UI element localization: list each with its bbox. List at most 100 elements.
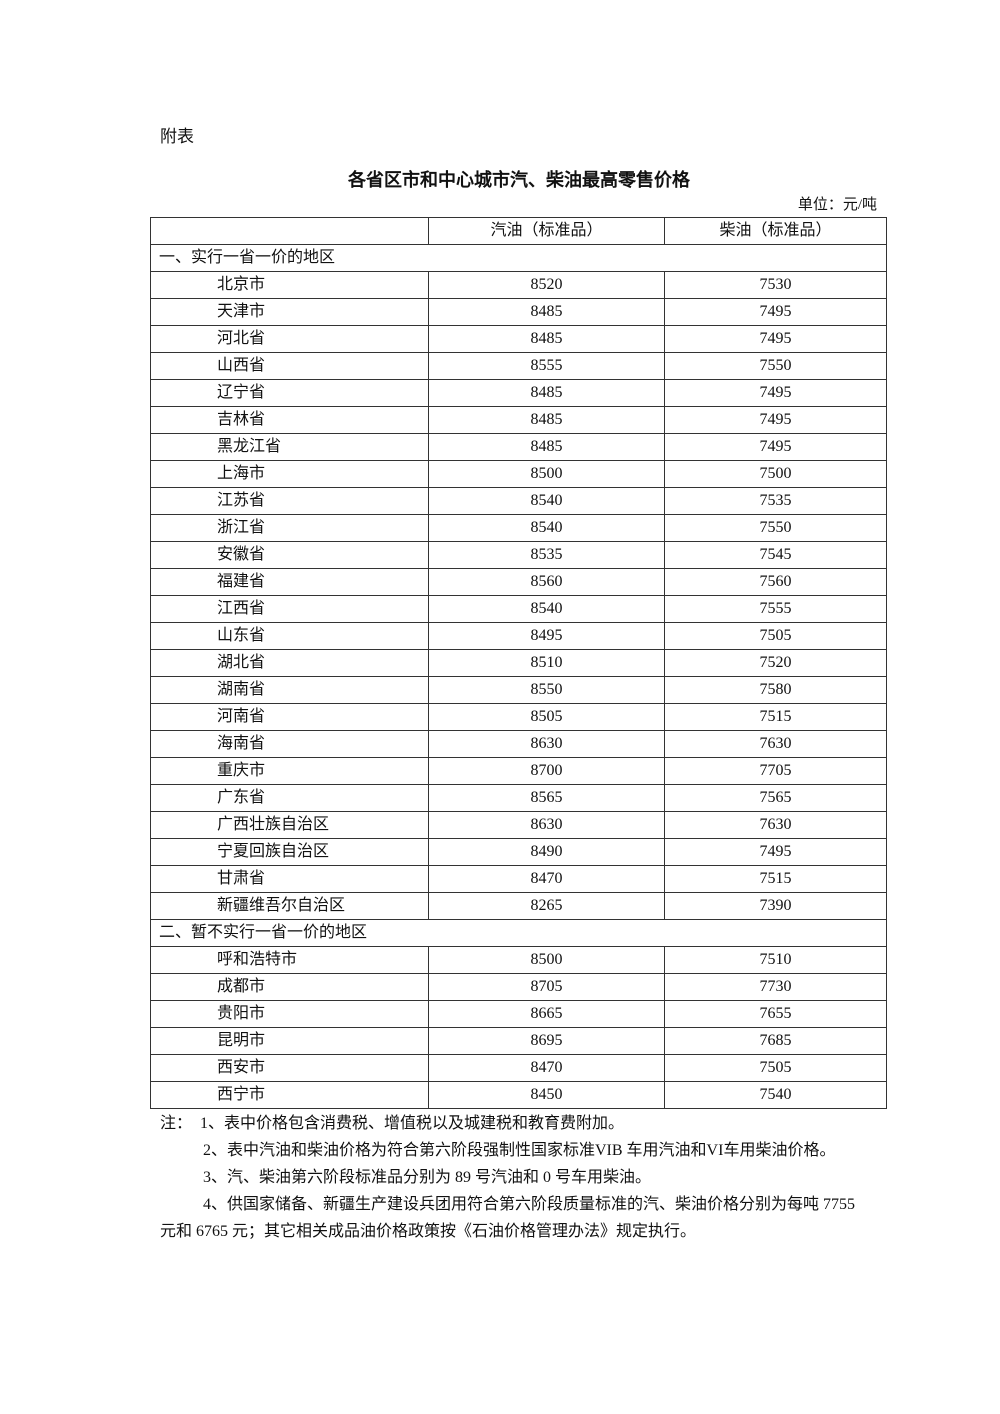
diesel-price-cell: 7495 xyxy=(664,325,887,353)
region-cell: 海南省 xyxy=(150,730,429,758)
region-cell: 江西省 xyxy=(150,595,429,623)
gasoline-price-cell: 8510 xyxy=(428,649,665,677)
diesel-price-cell: 7545 xyxy=(664,541,887,569)
diesel-price-cell: 7515 xyxy=(664,865,887,893)
region-cell: 贵阳市 xyxy=(150,1000,429,1028)
diesel-price-cell: 7535 xyxy=(664,487,887,515)
region-cell: 河北省 xyxy=(150,325,429,353)
region-cell: 辽宁省 xyxy=(150,379,429,407)
table-row: 湖南省 8550 7580 xyxy=(150,676,887,704)
header-gasoline: 汽油（标准品） xyxy=(428,217,665,245)
table-row: 江苏省 8540 7535 xyxy=(150,487,887,515)
diesel-price-cell: 7520 xyxy=(664,649,887,677)
section-row: 二、暂不实行一省一价的地区 xyxy=(150,919,887,947)
table-row: 安徽省 8535 7545 xyxy=(150,541,887,569)
table-row: 天津市 8485 7495 xyxy=(150,298,887,326)
gasoline-price-cell: 8470 xyxy=(428,1054,665,1082)
gasoline-price-cell: 8485 xyxy=(428,433,665,461)
table-row: 吉林省 8485 7495 xyxy=(150,406,887,434)
region-cell: 成都市 xyxy=(150,973,429,1001)
table-row: 北京市 8520 7530 xyxy=(150,271,887,299)
region-cell: 天津市 xyxy=(150,298,429,326)
diesel-price-cell: 7390 xyxy=(664,892,887,920)
table-row: 湖北省 8510 7520 xyxy=(150,649,887,677)
region-cell: 吉林省 xyxy=(150,406,429,434)
unit-label: 单位：元/吨 xyxy=(797,197,877,213)
table-row: 宁夏回族自治区 8490 7495 xyxy=(150,838,887,866)
region-cell: 重庆市 xyxy=(150,757,429,785)
gasoline-price-cell: 8535 xyxy=(428,541,665,569)
table-row: 成都市 8705 7730 xyxy=(150,973,887,1001)
gasoline-price-cell: 8500 xyxy=(428,460,665,488)
diesel-price-cell: 7540 xyxy=(664,1081,887,1109)
gasoline-price-cell: 8665 xyxy=(428,1000,665,1028)
table-row: 呼和浩特市 8500 7510 xyxy=(150,946,887,974)
diesel-price-cell: 7550 xyxy=(664,514,887,542)
table-row: 重庆市 8700 7705 xyxy=(150,757,887,785)
gasoline-price-cell: 8630 xyxy=(428,730,665,758)
region-cell: 福建省 xyxy=(150,568,429,596)
region-cell: 北京市 xyxy=(150,271,429,299)
region-cell: 安徽省 xyxy=(150,541,429,569)
note-1: 注： 1、表中价格包含消费税、增值税以及城建税和教育费附加。 xyxy=(160,1115,625,1132)
gasoline-price-cell: 8550 xyxy=(428,676,665,704)
header-diesel: 柴油（标准品） xyxy=(664,217,887,245)
gasoline-price-cell: 8540 xyxy=(428,514,665,542)
diesel-price-cell: 7495 xyxy=(664,298,887,326)
table-row: 新疆维吾尔自治区 8265 7390 xyxy=(150,892,887,920)
diesel-price-cell: 7550 xyxy=(664,352,887,380)
region-cell: 河南省 xyxy=(150,703,429,731)
price-table: 汽油（标准品） 柴油（标准品） 一、实行一省一价的地区 北京市 8520 7530 天津… xyxy=(150,217,887,1109)
table-row: 西宁市 8450 7540 xyxy=(150,1081,887,1109)
diesel-price-cell: 7500 xyxy=(664,460,887,488)
gasoline-price-cell: 8495 xyxy=(428,622,665,650)
diesel-price-cell: 7630 xyxy=(664,730,887,758)
diesel-price-cell: 7530 xyxy=(664,271,887,299)
table-row: 西安市 8470 7505 xyxy=(150,1054,887,1082)
gasoline-price-cell: 8450 xyxy=(428,1081,665,1109)
table-row: 山西省 8555 7550 xyxy=(150,352,887,380)
table-row: 贵阳市 8665 7655 xyxy=(150,1000,887,1028)
diesel-price-cell: 7495 xyxy=(664,838,887,866)
gasoline-price-cell: 8485 xyxy=(428,406,665,434)
table-row: 广东省 8565 7565 xyxy=(150,784,887,812)
diesel-price-cell: 7495 xyxy=(664,379,887,407)
gasoline-price-cell: 8485 xyxy=(428,298,665,326)
table-row: 山东省 8495 7505 xyxy=(150,622,887,650)
gasoline-price-cell: 8470 xyxy=(428,865,665,893)
region-cell: 新疆维吾尔自治区 xyxy=(150,892,429,920)
region-cell: 浙江省 xyxy=(150,514,429,542)
region-cell: 甘肃省 xyxy=(150,865,429,893)
region-cell: 山西省 xyxy=(150,352,429,380)
note-3: 3、汽、柴油第六阶段标准品分别为 89 号汽油和 0 号车用柴油。 xyxy=(203,1169,652,1186)
table-row: 昆明市 8695 7685 xyxy=(150,1027,887,1055)
gasoline-price-cell: 8630 xyxy=(428,811,665,839)
region-cell: 西宁市 xyxy=(150,1081,429,1109)
table-row: 上海市 8500 7500 xyxy=(150,460,887,488)
note-2: 2、表中汽油和柴油价格为符合第六阶段强制性国家标准VIB 车用汽油和VI车用柴油… xyxy=(203,1142,836,1159)
region-cell: 广西壮族自治区 xyxy=(150,811,429,839)
region-cell: 江苏省 xyxy=(150,487,429,515)
table-header-row: 汽油（标准品） 柴油（标准品） xyxy=(150,217,887,245)
diesel-price-cell: 7515 xyxy=(664,703,887,731)
page-title: 各省区市和中心城市汽、柴油最高零售价格 xyxy=(348,170,690,191)
table-row: 广西壮族自治区 8630 7630 xyxy=(150,811,887,839)
gasoline-price-cell: 8505 xyxy=(428,703,665,731)
region-cell: 山东省 xyxy=(150,622,429,650)
note-4: 4、供国家储备、新疆生产建设兵团用符合第六阶段质量标准的汽、柴油价格分别为每吨 … xyxy=(160,1196,856,1240)
notes: 注： 1、表中价格包含消费税、增值税以及城建税和教育费附加。 2、表中汽油和柴油… xyxy=(160,1110,870,1245)
table-row: 甘肃省 8470 7515 xyxy=(150,865,887,893)
region-cell: 呼和浩特市 xyxy=(150,946,429,974)
header-region xyxy=(150,217,429,245)
table-row: 浙江省 8540 7550 xyxy=(150,514,887,542)
diesel-price-cell: 7510 xyxy=(664,946,887,974)
diesel-price-cell: 7505 xyxy=(664,622,887,650)
region-cell: 黑龙江省 xyxy=(150,433,429,461)
gasoline-price-cell: 8485 xyxy=(428,325,665,353)
gasoline-price-cell: 8490 xyxy=(428,838,665,866)
diesel-price-cell: 7505 xyxy=(664,1054,887,1082)
section-label: 一、实行一省一价的地区 xyxy=(150,244,887,272)
region-cell: 宁夏回族自治区 xyxy=(150,838,429,866)
diesel-price-cell: 7560 xyxy=(664,568,887,596)
table-row: 黑龙江省 8485 7495 xyxy=(150,433,887,461)
